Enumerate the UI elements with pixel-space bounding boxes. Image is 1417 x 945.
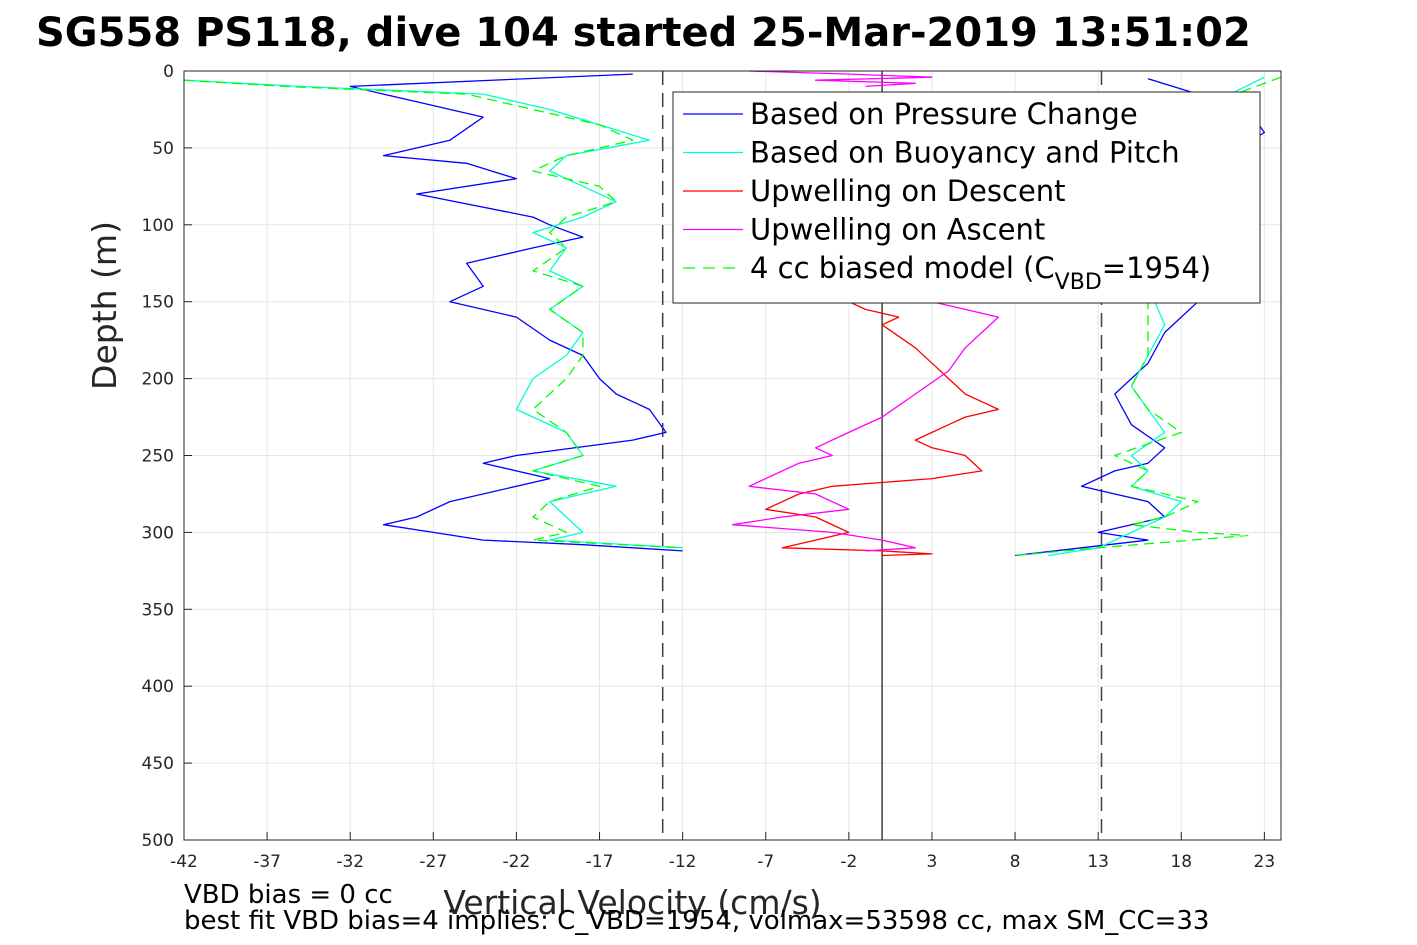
legend-entry-label: 4 cc biased model (CVBD=1954) [750,251,1211,295]
legend-entry-label: Upwelling on Descent [750,174,1066,208]
x-tick-label: 8 [1010,852,1021,872]
y-tick-label: 500 [142,831,174,851]
x-tick-label: -2 [840,852,857,872]
x-tick-label: -17 [586,852,614,872]
x-tick-label: -7 [757,852,774,872]
series-line [765,301,1000,557]
x-axis: -42 -37 -32 -27 -22 -17 -12 -7 -2 3 8 13 18 23 [170,832,1275,872]
x-tick-label: -37 [253,852,281,872]
best-fit-note: best fit VBD bias=4 implies: C_VBD=1954,… [184,906,1209,936]
y-tick-label: 450 [142,754,174,774]
y-axis: 0 50 100 150 200 250 300 350 400 450 500 [142,62,192,851]
legend-entry-label: Based on Buoyancy and Pitch [750,136,1180,170]
y-tick-label: 150 [142,293,174,313]
x-tick-label: 3 [927,852,938,872]
legend-box [672,91,1261,304]
x-tick-label: -22 [503,852,531,872]
y-tick-label: 200 [142,370,174,390]
y-tick-label: 350 [142,600,174,620]
y-tick-label: 0 [163,62,174,82]
x-tick-label: -12 [669,852,697,872]
x-tick-label: -32 [336,852,364,872]
y-axis-label: Depth (m) [85,221,124,390]
legend-entry-label: Based on Pressure Change [750,97,1138,131]
y-tick-label: 250 [142,447,174,467]
series-line [749,70,933,88]
x-tick-label: -27 [419,852,447,872]
x-tick-label: 23 [1254,852,1276,872]
x-tick-label: -42 [170,852,198,872]
series-line [349,73,683,552]
x-tick-label: 18 [1170,852,1192,872]
legend: Based on Pressure Change Based on Buoyanc… [672,91,1261,304]
series-line [183,79,683,549]
series-line [731,301,1000,552]
y-tick-label: 50 [152,139,174,159]
chart-title: SG558 PS118, dive 104 started 25-Mar-201… [36,10,1251,56]
y-tick-label: 300 [142,523,174,543]
vbd-bias-note: VBD bias = 0 cc [184,880,393,910]
legend-entry-label: Upwelling on Ascent [750,213,1045,247]
x-tick-label: 13 [1087,852,1109,872]
y-tick-label: 400 [142,677,174,697]
y-tick-label: 100 [142,216,174,236]
x-axis-label: Vertical Velocity (cm/s) [443,883,821,922]
